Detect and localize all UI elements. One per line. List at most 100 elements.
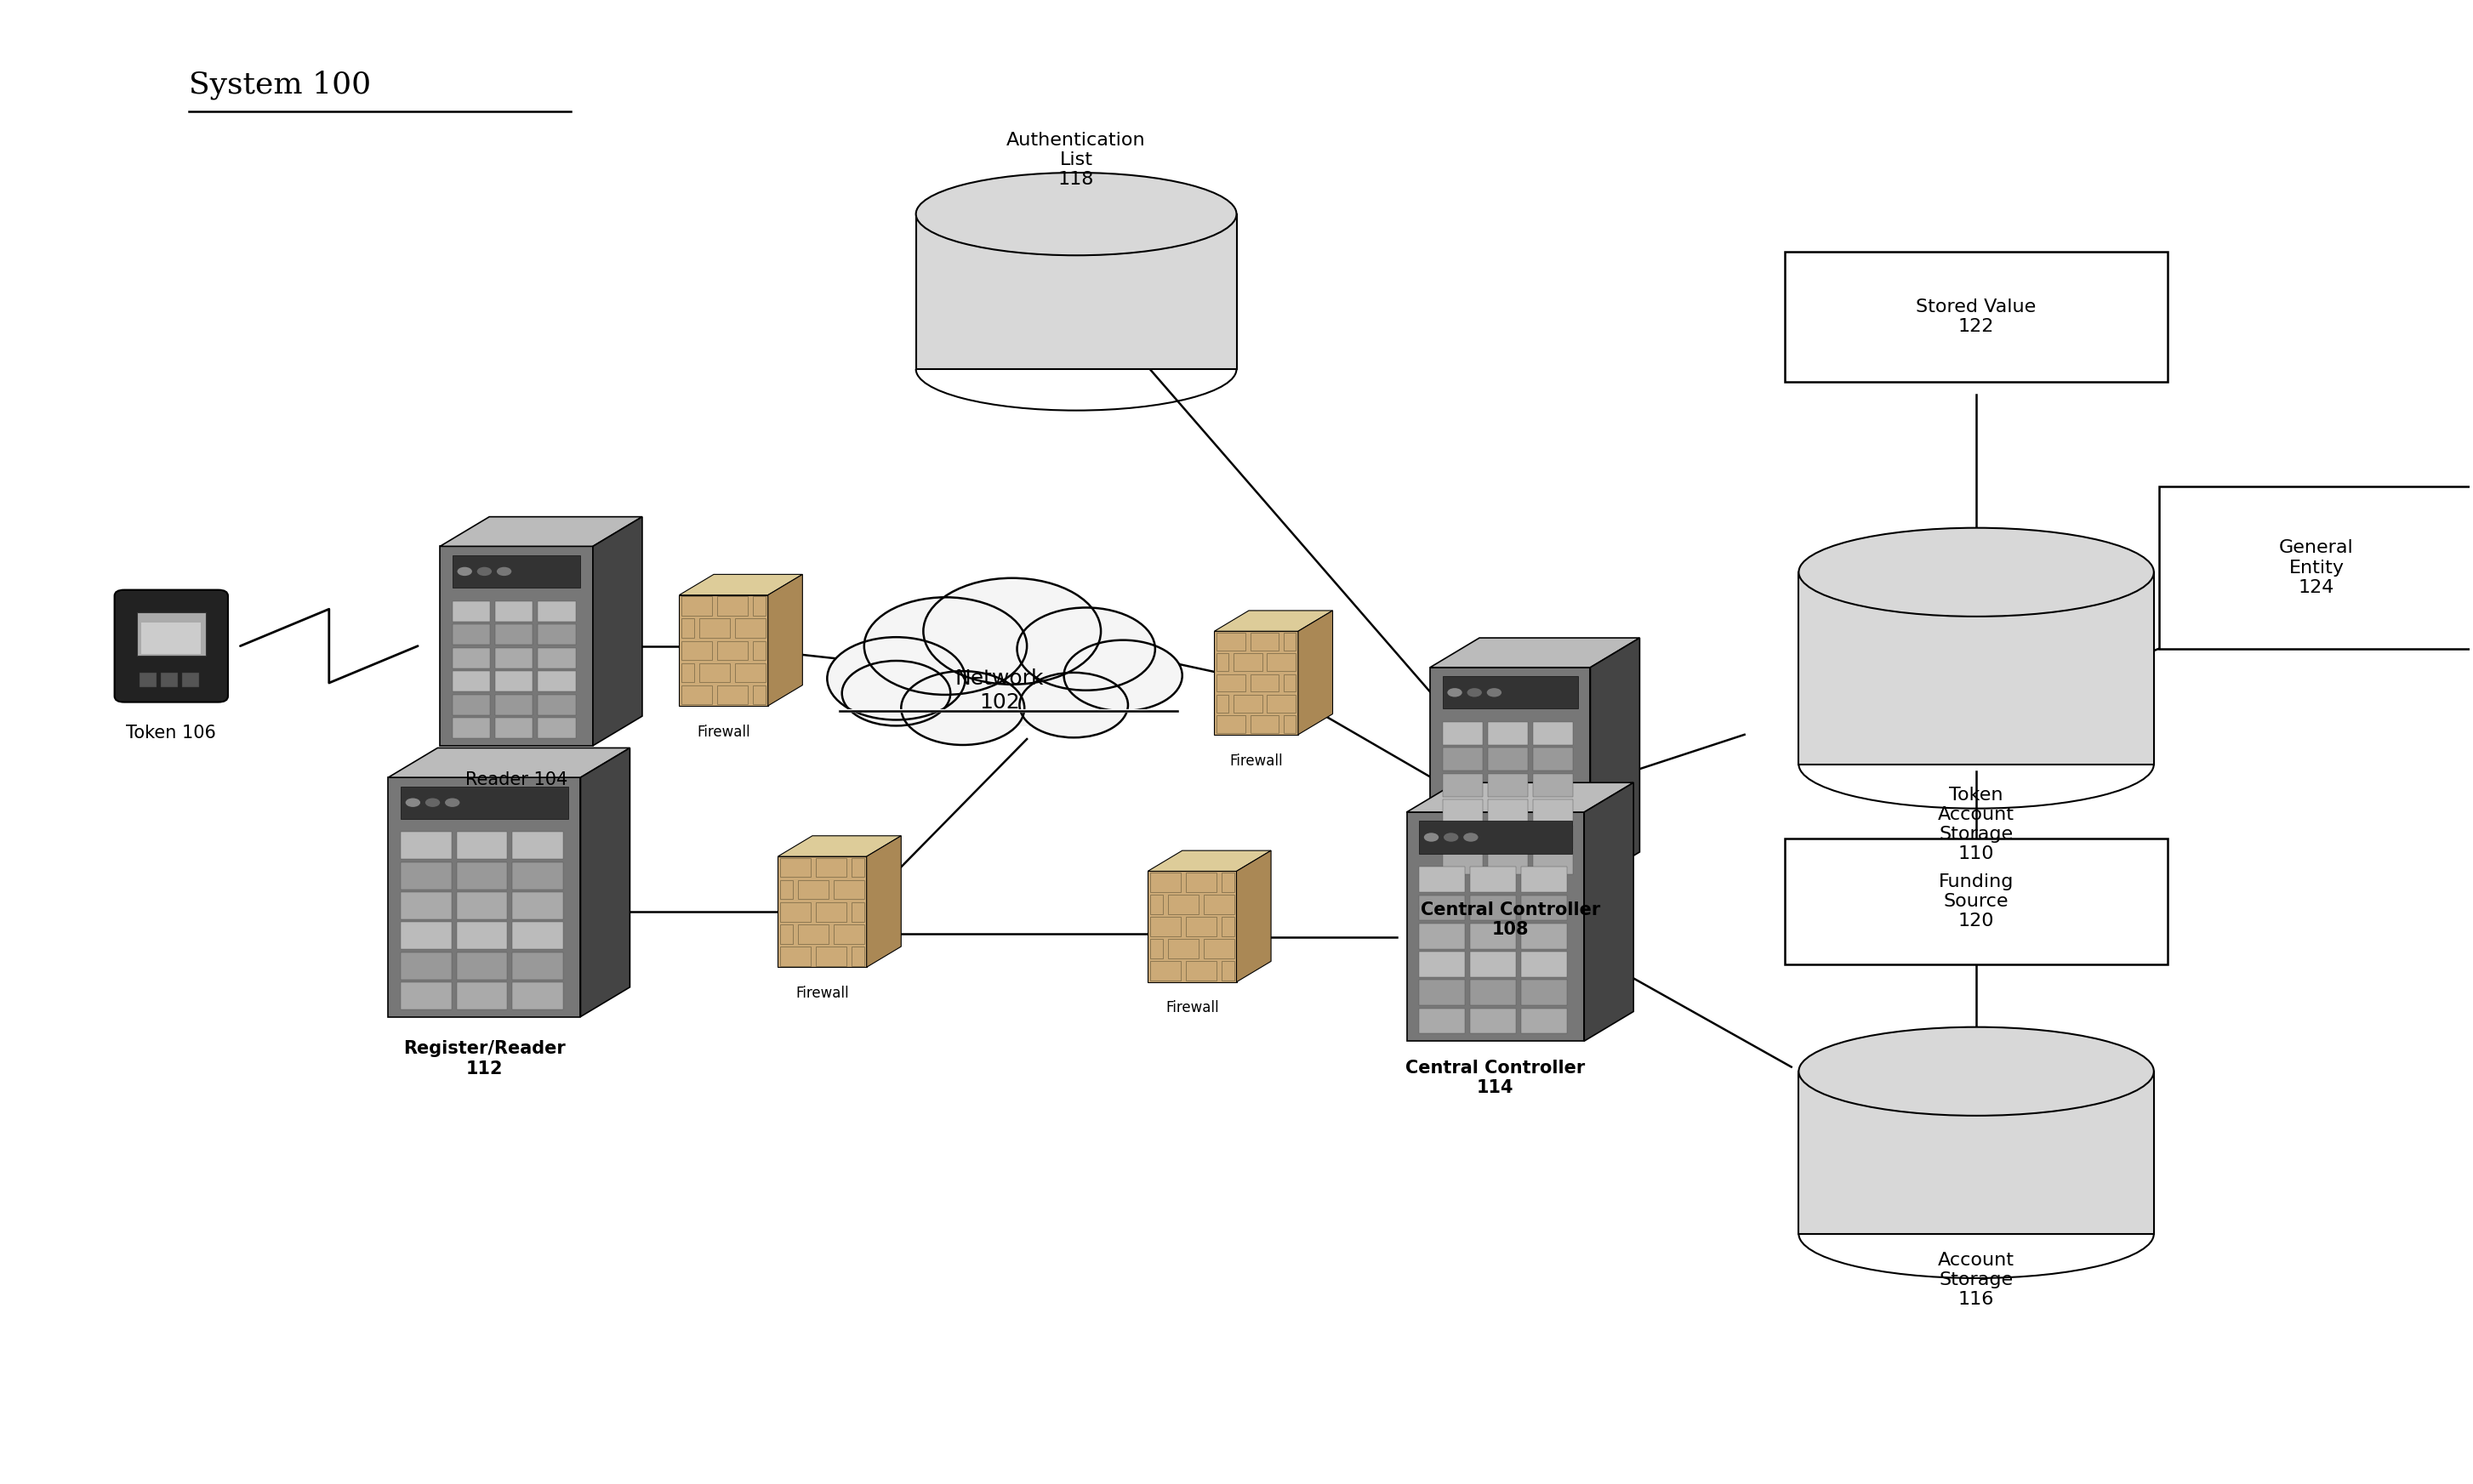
Bar <box>1533 852 1573 874</box>
Text: Firewall: Firewall <box>1229 754 1283 769</box>
Bar <box>1521 979 1568 1005</box>
Bar <box>1442 800 1484 822</box>
Bar <box>458 862 507 889</box>
Bar <box>1521 1008 1568 1034</box>
Bar <box>401 833 453 859</box>
Bar <box>1150 873 1180 892</box>
Circle shape <box>458 567 472 576</box>
Bar <box>781 858 811 877</box>
Bar <box>752 641 767 660</box>
Ellipse shape <box>915 172 1236 255</box>
Bar <box>1222 962 1234 981</box>
Polygon shape <box>1236 850 1271 982</box>
Bar <box>799 925 828 944</box>
Polygon shape <box>1214 610 1333 631</box>
Bar <box>1217 632 1246 650</box>
Bar <box>1442 825 1484 849</box>
Bar <box>1420 951 1464 976</box>
Bar <box>495 601 532 622</box>
Bar <box>1420 923 1464 948</box>
Polygon shape <box>388 748 631 778</box>
Polygon shape <box>779 835 900 856</box>
Bar <box>1469 951 1516 976</box>
Text: Stored Value
122: Stored Value 122 <box>1917 298 2035 335</box>
Circle shape <box>1424 833 1439 841</box>
Bar <box>512 892 564 919</box>
Ellipse shape <box>1798 1027 2154 1116</box>
Circle shape <box>406 798 420 807</box>
Bar <box>1489 800 1528 822</box>
Polygon shape <box>1214 631 1298 735</box>
Bar <box>537 718 576 739</box>
Bar <box>1185 873 1217 892</box>
Bar <box>537 625 576 644</box>
Bar <box>512 982 564 1009</box>
Polygon shape <box>1429 668 1590 881</box>
Bar <box>717 686 747 705</box>
Bar <box>752 686 767 705</box>
Bar <box>1266 653 1296 671</box>
Bar <box>401 862 453 889</box>
Bar <box>453 625 490 644</box>
Polygon shape <box>440 516 643 546</box>
Bar <box>1533 748 1573 770</box>
Bar <box>1469 979 1516 1005</box>
Text: Authentication
List
118: Authentication List 118 <box>1007 132 1145 188</box>
Bar <box>1167 939 1199 959</box>
Circle shape <box>1019 672 1128 738</box>
Bar <box>1251 674 1279 692</box>
Bar <box>453 718 490 739</box>
Bar <box>453 647 490 668</box>
Bar <box>183 672 200 687</box>
Bar <box>453 671 490 692</box>
Text: Token
Account
Storage
110: Token Account Storage 110 <box>1939 787 2015 862</box>
Text: Central Controller
108: Central Controller 108 <box>1420 901 1600 938</box>
Bar <box>683 597 712 616</box>
Bar <box>537 647 576 668</box>
Bar <box>683 686 712 705</box>
Bar <box>1469 895 1516 920</box>
Bar <box>512 833 564 859</box>
Bar <box>495 671 532 692</box>
Polygon shape <box>1798 1071 2154 1233</box>
Bar <box>734 663 767 683</box>
Bar <box>401 982 453 1009</box>
Text: Firewall: Firewall <box>796 985 848 1002</box>
Bar <box>453 695 490 715</box>
Bar <box>458 982 507 1009</box>
Bar <box>495 718 532 739</box>
Bar <box>799 880 828 899</box>
Bar <box>495 695 532 715</box>
Circle shape <box>425 798 440 807</box>
Bar <box>1442 773 1484 797</box>
Bar <box>138 672 156 687</box>
Polygon shape <box>1590 638 1640 881</box>
Bar <box>1533 723 1573 745</box>
Bar <box>1521 923 1568 948</box>
Bar <box>683 619 695 638</box>
Bar <box>734 619 767 638</box>
Bar <box>1204 939 1234 959</box>
Circle shape <box>863 597 1026 695</box>
Bar <box>1222 873 1234 892</box>
Polygon shape <box>388 778 581 1017</box>
Bar <box>161 672 178 687</box>
Polygon shape <box>1147 850 1271 871</box>
Bar <box>1234 653 1261 671</box>
Bar <box>458 922 507 950</box>
Bar <box>1442 852 1484 874</box>
Circle shape <box>1464 833 1479 841</box>
Polygon shape <box>581 748 631 1017</box>
Text: Firewall: Firewall <box>1165 1000 1219 1015</box>
Text: Funding
Source
120: Funding Source 120 <box>1939 873 2013 930</box>
Bar <box>1489 825 1528 849</box>
Text: General
Entity
124: General Entity 124 <box>2280 540 2354 597</box>
Bar <box>1489 852 1528 874</box>
Circle shape <box>1063 640 1182 711</box>
Circle shape <box>1016 607 1155 690</box>
Circle shape <box>826 637 964 720</box>
Bar <box>1150 895 1162 914</box>
Bar <box>1217 695 1229 712</box>
Bar <box>683 663 695 683</box>
Bar <box>851 902 863 922</box>
